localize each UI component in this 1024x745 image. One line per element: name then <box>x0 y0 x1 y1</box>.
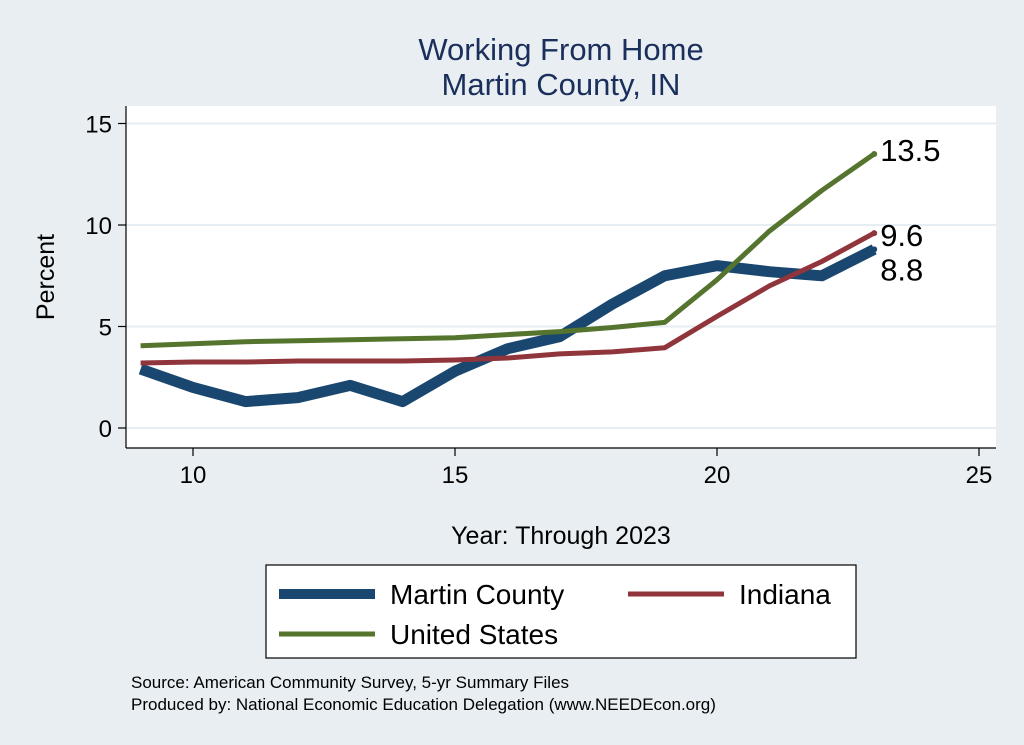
legend-label-0: Martin County <box>390 579 564 610</box>
legend-box <box>265 564 857 659</box>
end-labels: 8.89.6 13.5 <box>880 133 940 287</box>
y-tick-label-1: 5 <box>99 315 112 342</box>
chart-title-line-1: Working From Home <box>418 32 703 67</box>
end-label-1: 9.6 <box>880 218 923 253</box>
series-line-1 <box>140 230 876 366</box>
end-label-0: 8.8 <box>880 252 923 287</box>
x-ticks: 10 15 20 25 <box>180 448 993 489</box>
x-tick-label-0: 10 <box>180 462 207 489</box>
series-end-point-2 <box>871 150 878 157</box>
series-lines <box>138 150 878 408</box>
gridlines <box>126 122 996 429</box>
x-tick-label-2: 20 <box>704 462 731 489</box>
produced-by-note: Produced by: National Economic Education… <box>131 695 716 714</box>
x-tick-label-3: 25 <box>966 462 993 489</box>
series-end-point-0 <box>871 246 878 253</box>
chart-title-line-2: Martin County, IN <box>442 67 681 102</box>
y-tick-label-0: 0 <box>99 416 112 443</box>
x-axis-label: Year: Through 2023 <box>451 522 671 550</box>
x-tick-label-1: 15 <box>442 462 469 489</box>
source-note: Source: American Community Survey, 5-yr … <box>131 673 569 692</box>
series-line-2 <box>140 151 876 349</box>
series-line-0 <box>138 244 877 408</box>
y-tick-label-3: 15 <box>85 112 112 139</box>
plot-area <box>126 106 996 448</box>
y-tick-label-2: 10 <box>85 213 112 240</box>
legend: Martin County Indiana United States <box>265 564 857 659</box>
y-ticks: 0 5 10 15 <box>85 112 126 443</box>
series-end-point-1 <box>871 230 878 237</box>
end-label-2: 13.5 <box>880 133 940 168</box>
y-axis-label: Percent <box>32 234 60 320</box>
legend-label-1: Indiana <box>739 579 831 610</box>
legend-label-2: United States <box>390 619 558 650</box>
